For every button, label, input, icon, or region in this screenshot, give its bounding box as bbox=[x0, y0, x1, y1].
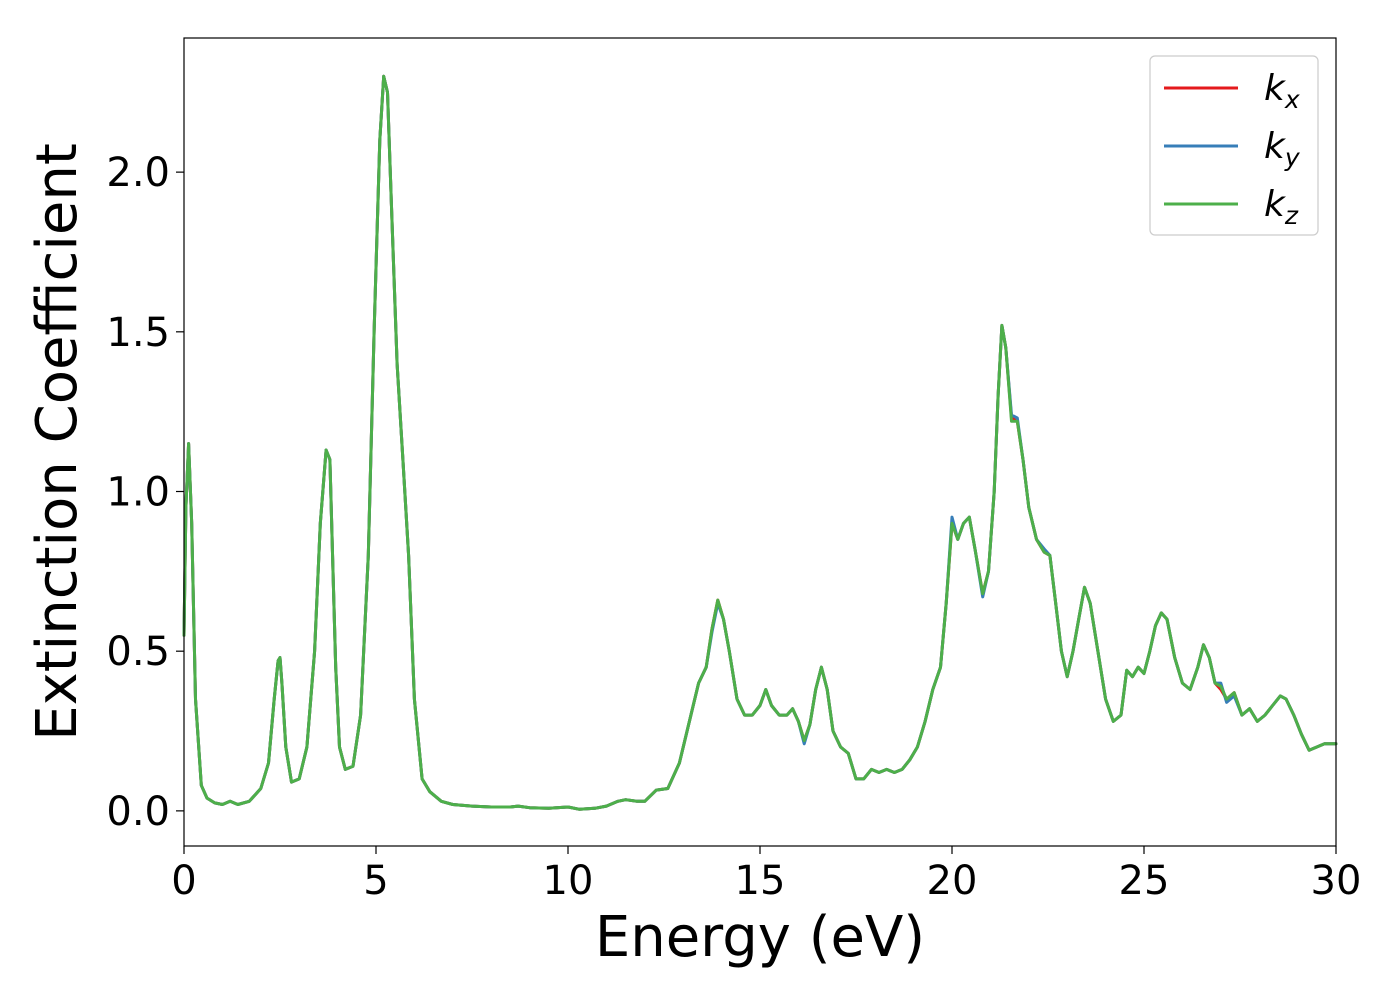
x-tick-label: 0 bbox=[171, 858, 196, 904]
series-layer bbox=[182, 74, 1338, 811]
x-tick-label: 30 bbox=[1311, 858, 1362, 904]
x-axis-title: Energy (eV) bbox=[595, 905, 925, 970]
legend-label-kx: kx bbox=[1264, 68, 1300, 114]
y-tick-label: 0.0 bbox=[106, 789, 170, 835]
x-tick-label: 15 bbox=[735, 858, 786, 904]
y-axis-ticks: 0.0 0.5 1.0 1.5 2.0 bbox=[106, 150, 184, 835]
y-tick-label: 1.5 bbox=[106, 310, 170, 356]
series-line-kz bbox=[182, 74, 1338, 811]
x-tick-label: 5 bbox=[363, 858, 388, 904]
y-tick-label: 2.0 bbox=[106, 150, 170, 196]
x-tick-label: 10 bbox=[543, 858, 594, 904]
y-tick-label: 1.0 bbox=[106, 470, 170, 516]
legend-label-ky: ky bbox=[1264, 126, 1301, 172]
x-axis-ticks: 0 5 10 15 20 25 30 bbox=[171, 846, 1361, 904]
x-tick-label: 20 bbox=[927, 858, 978, 904]
y-tick-label: 0.5 bbox=[106, 629, 170, 675]
x-tick-label: 25 bbox=[1119, 858, 1170, 904]
y-axis-title: Extinction Coefficient bbox=[25, 143, 90, 741]
